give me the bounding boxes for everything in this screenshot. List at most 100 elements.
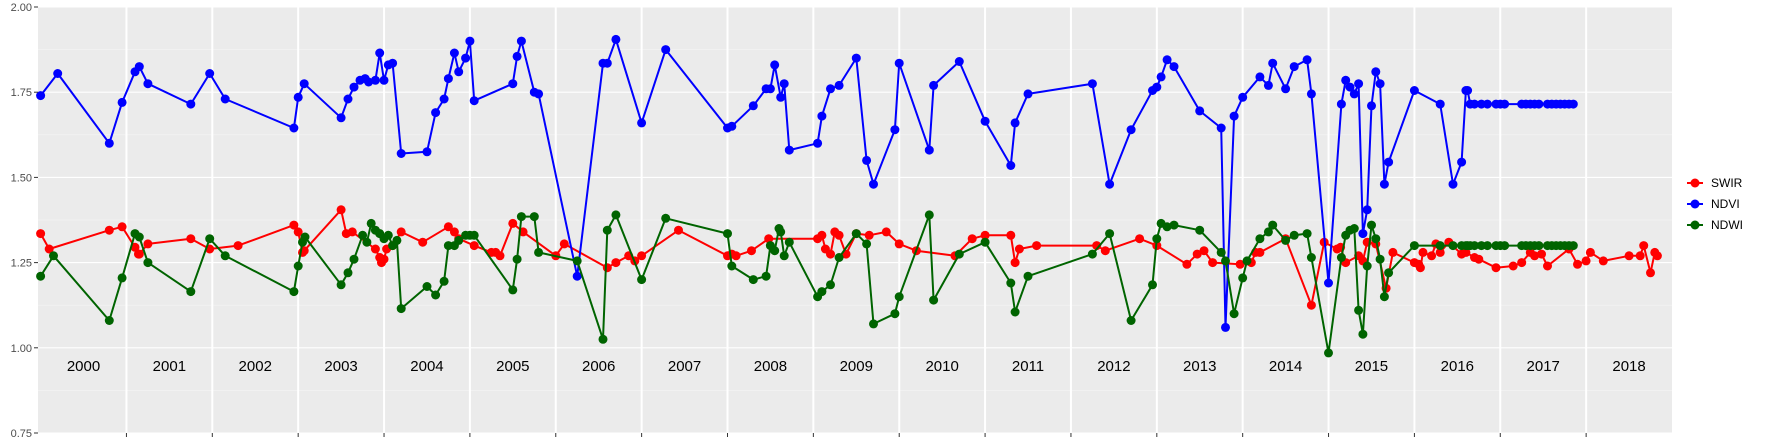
point-ndvi: [1023, 89, 1033, 99]
point-ndvi: [1216, 123, 1226, 133]
year-label: 2009: [840, 358, 873, 375]
point-ndvi: [461, 53, 471, 63]
point-ndvi: [572, 271, 582, 281]
point-ndwi: [1010, 307, 1020, 317]
point-ndvi: [1457, 157, 1467, 167]
point-ndwi: [117, 273, 127, 283]
point-ndvi: [1354, 79, 1364, 89]
point-swir: [980, 230, 990, 240]
year-label: 2013: [1183, 358, 1216, 375]
point-ndvi: [929, 80, 939, 90]
point-ndvi: [1169, 62, 1179, 72]
point-swir: [1508, 261, 1518, 271]
point-ndwi: [349, 254, 359, 264]
point-swir: [1543, 261, 1552, 271]
point-swir: [1652, 251, 1662, 261]
point-ndwi: [851, 229, 861, 239]
point-ndvi: [117, 97, 127, 107]
point-ndwi: [1162, 222, 1172, 232]
point-ndwi: [134, 232, 144, 242]
point-ndwi: [748, 275, 758, 285]
point-swir: [143, 239, 153, 249]
point-ndvi: [36, 91, 46, 101]
point-ndwi: [383, 230, 393, 240]
point-ndvi: [834, 80, 844, 90]
point-ndvi: [611, 34, 621, 44]
point-swir: [379, 254, 389, 264]
point-ndwi: [336, 280, 346, 290]
y-tick-label: 1.50: [11, 172, 32, 184]
legend-key-point: [1690, 220, 1700, 230]
year-label: 2008: [754, 358, 787, 375]
point-ndvi: [1221, 322, 1230, 332]
point-ndwi: [293, 261, 303, 271]
point-ndvi: [954, 57, 964, 66]
point-ndvi: [813, 138, 823, 148]
y-tick-label: 1.75: [11, 87, 32, 99]
point-ndwi: [358, 230, 368, 240]
point-ndvi: [1367, 101, 1376, 111]
point-ndvi: [104, 138, 114, 148]
point-swir: [1427, 251, 1437, 261]
point-ndvi: [439, 94, 449, 104]
point-ndwi: [611, 210, 621, 220]
point-swir: [1306, 300, 1316, 310]
point-swir: [1182, 259, 1192, 269]
point-swir: [747, 246, 756, 256]
point-ndwi: [929, 295, 939, 305]
point-ndvi: [443, 74, 453, 84]
point-ndvi: [1152, 82, 1162, 92]
point-ndvi: [661, 45, 671, 55]
point-ndvi: [293, 92, 303, 102]
point-swir: [1646, 268, 1655, 278]
year-label: 2017: [1527, 358, 1560, 375]
point-swir: [1491, 263, 1501, 273]
point-ndwi: [1306, 253, 1316, 262]
point-swir: [1537, 249, 1546, 259]
point-swir: [370, 244, 380, 254]
point-ndvi: [388, 58, 398, 68]
point-ndwi: [396, 304, 406, 314]
point-swir: [443, 222, 453, 232]
point-ndvi: [299, 79, 309, 89]
point-ndwi: [834, 253, 844, 262]
point-swir: [894, 239, 904, 249]
point-swir: [1235, 259, 1245, 269]
point-swir: [289, 220, 299, 230]
point-ndvi: [727, 121, 737, 131]
point-swir: [637, 251, 647, 261]
point-swir: [44, 244, 54, 254]
point-ndvi: [1006, 161, 1016, 170]
point-ndvi: [512, 51, 522, 61]
point-swir: [1199, 246, 1209, 256]
year-label: 2015: [1355, 358, 1388, 375]
point-ndwi: [1152, 234, 1162, 244]
point-ndvi: [516, 36, 526, 46]
point-ndvi: [1306, 89, 1316, 99]
point-ndwi: [1349, 224, 1359, 233]
point-ndwi: [1126, 316, 1136, 325]
point-swir: [1461, 247, 1471, 257]
point-ndwi: [512, 254, 522, 264]
legend-key-point: [1690, 178, 1700, 188]
point-ndvi: [375, 48, 385, 58]
point-ndvi: [186, 99, 196, 109]
point-ndwi: [143, 258, 153, 268]
point-swir: [1530, 251, 1540, 261]
point-ndvi: [1534, 99, 1544, 109]
point-ndvi: [1105, 179, 1115, 189]
point-ndvi: [770, 60, 780, 70]
point-ndwi: [1148, 280, 1157, 290]
point-ndwi: [1568, 241, 1578, 251]
point-ndwi: [727, 261, 737, 271]
point-ndvi: [779, 79, 789, 89]
point-swir: [495, 251, 505, 261]
point-ndwi: [366, 218, 376, 228]
point-swir: [1573, 259, 1582, 269]
point-ndwi: [220, 251, 230, 261]
point-swir: [1585, 247, 1595, 257]
point-swir: [396, 227, 406, 237]
y-tick-label: 0.75: [11, 428, 32, 440]
year-label: 2004: [410, 358, 443, 375]
point-ndwi: [516, 212, 526, 222]
